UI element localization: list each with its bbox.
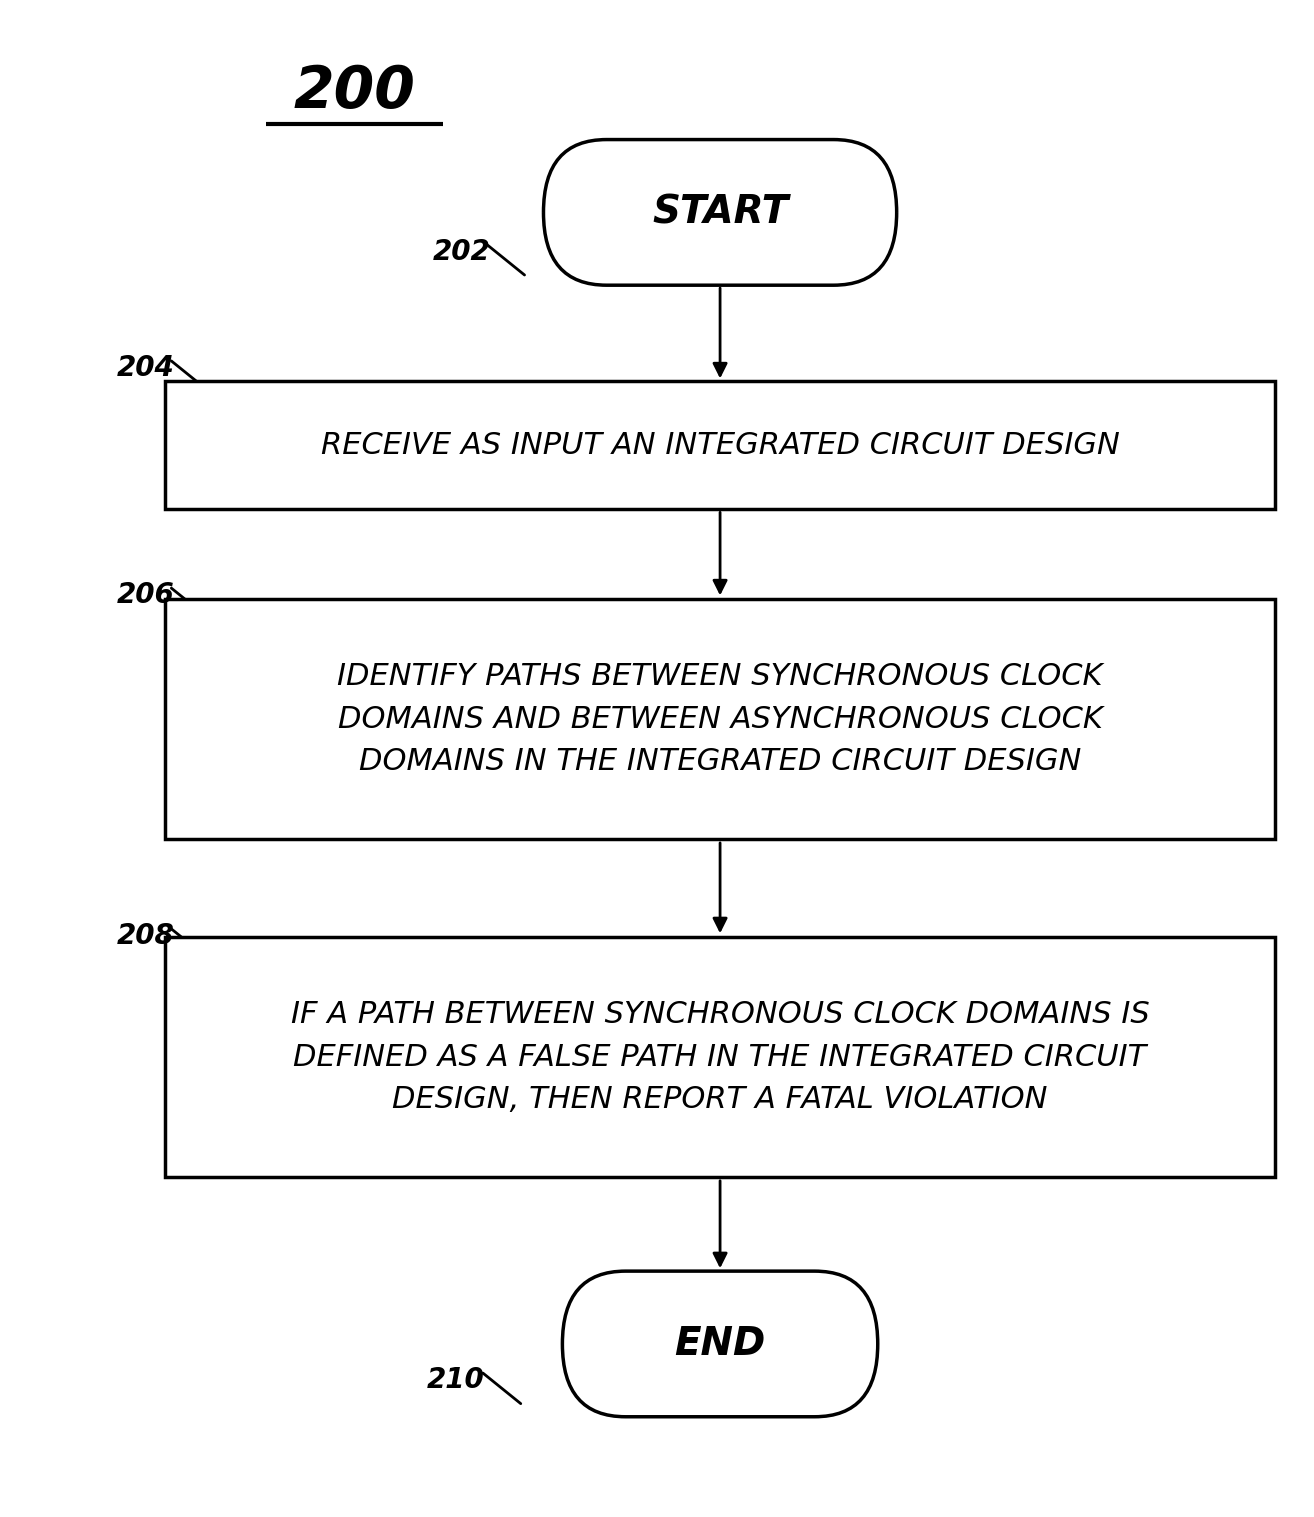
Text: START: START	[652, 193, 788, 232]
Bar	[166, 599, 1275, 839]
Text: 202: 202	[432, 238, 490, 265]
Bar	[166, 381, 1275, 510]
Text: 210: 210	[426, 1367, 484, 1394]
Text: 208: 208	[117, 922, 175, 950]
Text: 206: 206	[117, 581, 175, 610]
FancyBboxPatch shape	[544, 140, 896, 285]
Text: IF A PATH BETWEEN SYNCHRONOUS CLOCK DOMAINS IS
DEFINED AS A FALSE PATH IN THE IN: IF A PATH BETWEEN SYNCHRONOUS CLOCK DOMA…	[290, 1000, 1150, 1115]
Text: 200: 200	[293, 64, 415, 120]
Text: IDENTIFY PATHS BETWEEN SYNCHRONOUS CLOCK
DOMAINS AND BETWEEN ASYNCHRONOUS CLOCK
: IDENTIFY PATHS BETWEEN SYNCHRONOUS CLOCK…	[338, 661, 1102, 777]
Text: END: END	[674, 1324, 766, 1362]
FancyBboxPatch shape	[562, 1271, 878, 1417]
Text: RECEIVE AS INPUT AN INTEGRATED CIRCUIT DESIGN: RECEIVE AS INPUT AN INTEGRATED CIRCUIT D…	[321, 431, 1120, 460]
Bar	[166, 938, 1275, 1177]
Text: 204: 204	[117, 353, 175, 382]
